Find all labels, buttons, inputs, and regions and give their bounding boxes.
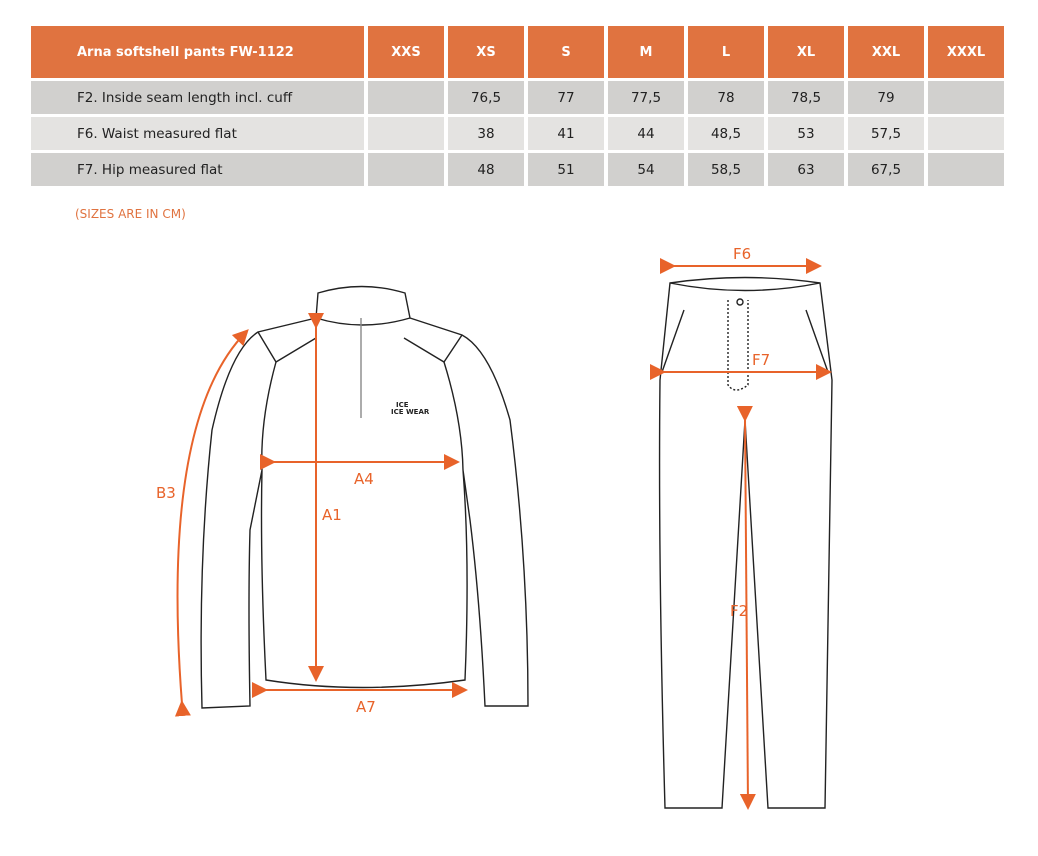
logo: ICE [396,401,409,409]
label-a1: A1 [322,506,342,524]
size-value [368,117,444,150]
size-value: 54 [608,153,684,186]
size-table: Arna softshell pants FW-1122 XXS XS S M … [27,23,1008,189]
table-row: F7. Hip measured flat 48 51 54 58,5 63 67,5 [31,153,1004,186]
size-value: 58,5 [688,153,764,186]
size-header: XXL [848,26,924,78]
row-label: F7. Hip measured flat [31,153,364,186]
label-f7: F7 [752,351,770,369]
size-value: 53 [768,117,844,150]
size-value: 57,5 [848,117,924,150]
units-note: (SIZES ARE IN CM) [75,207,186,221]
size-value: 63 [768,153,844,186]
size-value: 77 [528,81,604,114]
logo: ICE WEAR [391,408,430,416]
size-header: L [688,26,764,78]
size-value [928,81,1004,114]
size-value: 48 [448,153,524,186]
size-value [928,117,1004,150]
label-f2: F2 [730,602,748,620]
size-header: XXXL [928,26,1004,78]
size-value [368,81,444,114]
size-value: 51 [528,153,604,186]
size-header: S [528,26,604,78]
size-value: 44 [608,117,684,150]
label-a7: A7 [356,698,376,716]
size-header: XL [768,26,844,78]
size-value: 67,5 [848,153,924,186]
size-value: 41 [528,117,604,150]
measure-arrows [174,258,832,810]
label-b3: B3 [156,484,176,502]
size-header: M [608,26,684,78]
row-label: F2. Inside seam length incl. cuff [31,81,364,114]
size-value: 78,5 [768,81,844,114]
label-f6: F6 [733,245,751,263]
size-value: 38 [448,117,524,150]
label-a4: A4 [354,470,374,488]
size-value [368,153,444,186]
size-value: 77,5 [608,81,684,114]
size-value [928,153,1004,186]
size-value: 78 [688,81,764,114]
pants-drawing [658,276,833,809]
size-value: 48,5 [688,117,764,150]
size-header: XXS [368,26,444,78]
size-value: 76,5 [448,81,524,114]
row-label: F6. Waist measured flat [31,117,364,150]
size-value: 79 [848,81,924,114]
size-header: XS [448,26,524,78]
table-row: F6. Waist measured flat 38 41 44 48,5 53 57,5 [31,117,1004,150]
table-title: Arna softshell pants FW-1122 [31,26,364,78]
jacket-drawing [200,285,529,709]
table-row: F2. Inside seam length incl. cuff 76,5 77 7… [31,81,1004,114]
